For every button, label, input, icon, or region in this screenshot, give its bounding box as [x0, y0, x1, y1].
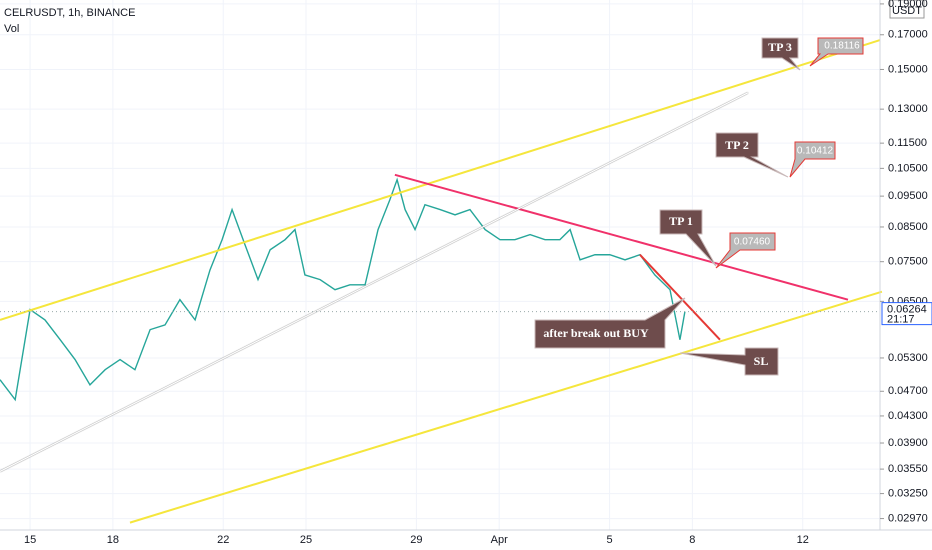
y-tick-label: 0.04700 — [888, 385, 928, 397]
y-tick-label: 0.03550 — [888, 463, 928, 475]
y-tick-label: 0.02970 — [888, 512, 928, 524]
x-tick-label: 12 — [797, 534, 809, 546]
callout-text: SL — [754, 354, 769, 368]
callout-text: TP 3 — [768, 40, 792, 54]
y-tick-label: 0.17000 — [888, 29, 928, 41]
callout: TP 1 — [659, 209, 717, 267]
trendline — [639, 254, 721, 341]
y-tick-label: 0.03900 — [888, 437, 928, 449]
y-tick-label: 0.07500 — [888, 256, 928, 268]
x-tick-label: 29 — [410, 534, 422, 546]
callout: after break out BUY — [534, 297, 686, 349]
y-tick-label: 0.09500 — [888, 190, 928, 202]
callout-text: TP 1 — [669, 214, 693, 228]
plot — [0, 0, 883, 530]
currency-box — [889, 0, 925, 19]
value-box: 0.18116 — [809, 37, 864, 67]
callout-text: TP 2 — [725, 138, 749, 152]
subtitle: Vol — [4, 23, 19, 35]
y-tick-label: 0.03250 — [888, 487, 928, 499]
value-box: 0.07460 — [715, 232, 776, 269]
x-tick-label: 15 — [24, 534, 36, 546]
trendline — [0, 39, 881, 321]
value-text: 0.10412 — [797, 146, 834, 157]
callout: TP 2 — [715, 132, 789, 178]
last-price-box — [881, 302, 932, 326]
value-text: 0.18116 — [824, 41, 860, 52]
callout: TP 3 — [761, 37, 801, 71]
callout-text: after break out BUY — [543, 326, 649, 340]
x-tick-label: 5 — [607, 534, 613, 546]
currency: USDT — [892, 5, 922, 17]
y-tick-label: 0.19000 — [888, 0, 928, 10]
trendline — [0, 92, 749, 472]
x-tick-label: 25 — [300, 534, 312, 546]
y-tick-label: 0.04300 — [888, 410, 928, 422]
y-tick-label: 0.15000 — [888, 63, 928, 75]
y-tick-label: 0.08500 — [888, 221, 928, 233]
y-tick-label: 0.13000 — [888, 103, 928, 115]
y-tick-label: 0.10500 — [888, 162, 928, 174]
callout: SL — [679, 347, 779, 376]
y-tick-label: 0.11500 — [888, 137, 927, 149]
price-line — [0, 177, 686, 402]
x-tick-label: Apr — [491, 534, 508, 546]
trendline — [394, 173, 849, 301]
x-tick-label: 18 — [107, 534, 119, 546]
chart-title: CELRUSDT, 1h, BINANCE — [4, 7, 135, 19]
x-tick-label: 22 — [217, 534, 229, 546]
value-text: 0.07460 — [734, 237, 771, 248]
trendline — [129, 290, 883, 524]
x-tick-label: 8 — [689, 534, 695, 546]
y-tick-label: 0.05300 — [888, 352, 928, 364]
value-box: 0.10412 — [789, 141, 836, 178]
countdown: 21:17 — [887, 314, 915, 326]
last-price: 0.06264 — [887, 304, 927, 316]
